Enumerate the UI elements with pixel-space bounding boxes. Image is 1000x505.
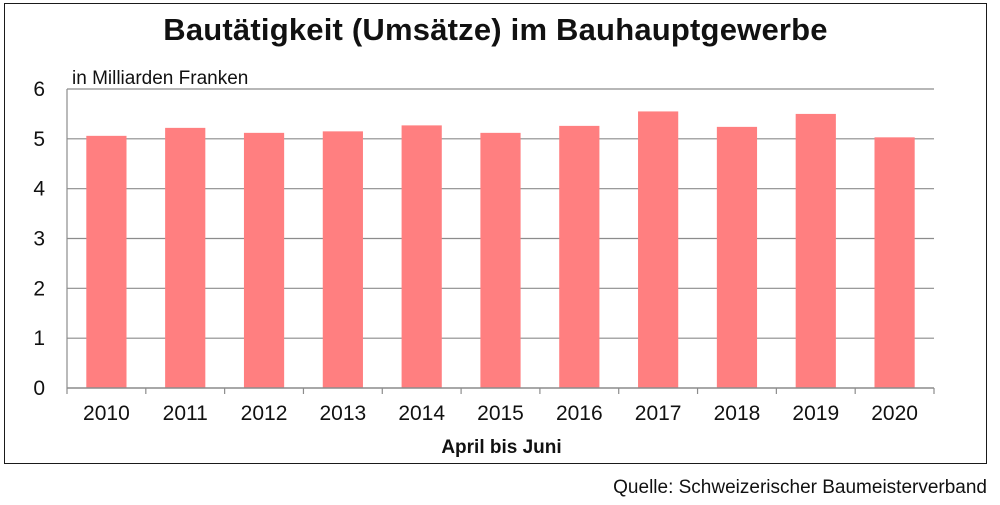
x-tick-label: 2012 (241, 402, 288, 425)
x-tick-label: 2013 (320, 402, 367, 425)
x-tick-label: 2016 (556, 402, 603, 425)
bar (243, 132, 285, 388)
bar (638, 111, 679, 389)
x-tick-label: 2018 (714, 402, 761, 425)
x-tick-label: 2020 (871, 402, 918, 425)
bar (86, 135, 127, 388)
bar (716, 126, 758, 388)
bar-chart: 0 1 2 3 4 5 6 2010 2011 2012 2013 2014 2015 2016 2017 2… (33, 78, 935, 458)
bar (559, 125, 600, 389)
x-tick-label: 2010 (83, 402, 130, 425)
x-tick-label: 2011 (163, 402, 208, 425)
x-tick-label: 2017 (635, 402, 682, 425)
x-tick-label: 2015 (477, 402, 524, 425)
y-tick-label: 0 (33, 377, 45, 400)
y-tick-label: 1 (33, 327, 45, 350)
chart-title: Bautätigkeit (Umsätze) im Bauhauptgewerb… (163, 12, 828, 47)
bar (401, 125, 442, 389)
unit-label: in Milliarden Franken (72, 68, 249, 89)
y-tick-label: 6 (33, 78, 45, 101)
bar (874, 137, 915, 388)
bar (480, 132, 521, 388)
source-note: Quelle: Schweizerischer Baumeisterverban… (613, 477, 987, 498)
y-tick-label: 5 (33, 128, 45, 151)
y-tick-label: 2 (33, 277, 45, 300)
bar (795, 113, 836, 389)
bar (165, 127, 206, 389)
bar (322, 131, 363, 388)
x-axis-title: April bis Juni (441, 437, 561, 458)
x-tick-label: 2019 (792, 402, 839, 425)
x-tick-label: 2014 (398, 402, 445, 425)
y-tick-label: 3 (33, 228, 45, 251)
y-tick-label: 4 (33, 178, 45, 201)
